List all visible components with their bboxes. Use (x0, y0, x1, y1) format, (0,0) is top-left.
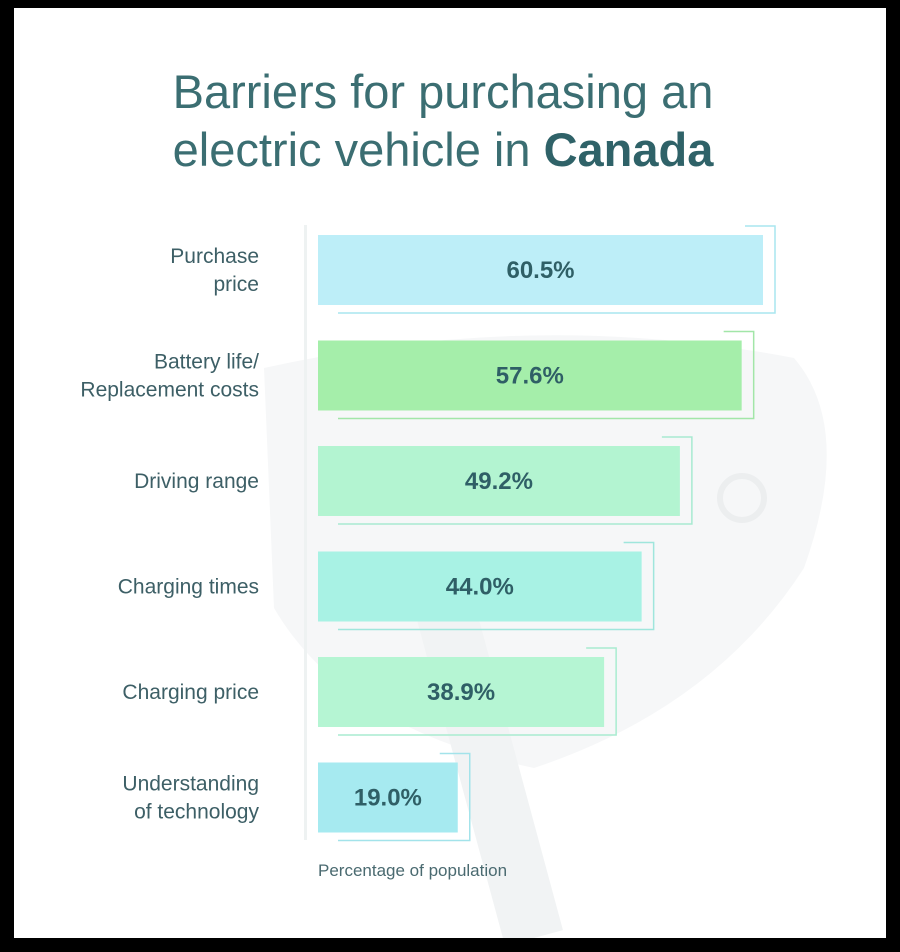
category-label: Understanding (122, 773, 259, 796)
title-line-2-prefix: electric vehicle in (172, 123, 544, 176)
category-label: Battery life/ (154, 351, 259, 374)
x-axis-label: Percentage of population (318, 861, 508, 880)
bar (318, 446, 680, 516)
bar-value-label: 49.2% (465, 468, 533, 495)
bar (318, 551, 642, 622)
bar-value-label: 44.0% (446, 574, 514, 601)
title-country: Canada (543, 123, 714, 176)
category-label: Charging price (122, 681, 259, 704)
bar-accent-outline (338, 225, 776, 314)
bar-value-label: 57.6% (496, 363, 564, 390)
bar (318, 340, 742, 411)
bar (318, 657, 605, 727)
bar-value-label: 38.9% (427, 679, 495, 706)
y-axis-line (304, 225, 307, 840)
bar-accent-outline (338, 752, 471, 842)
category-label: Charging times (118, 576, 259, 599)
bar-accent-outline (338, 330, 755, 420)
category-label: of technology (134, 801, 259, 824)
bar (318, 762, 458, 833)
category-label: Purchase (170, 245, 259, 268)
category-label: Replacement costs (80, 379, 259, 402)
chart-title: Barriers for purchasing an electric vehi… (14, 63, 886, 179)
category-label: price (213, 273, 259, 296)
bar (318, 235, 763, 305)
bar-accent-outline (338, 436, 693, 525)
title-line-1: Barriers for purchasing an (172, 65, 714, 118)
category-label: Driving range (134, 470, 259, 493)
bar-accent-outline (338, 647, 617, 736)
bar-accent-outline (338, 541, 655, 631)
title-line-2: electric vehicle in Canada (14, 121, 886, 179)
bar-value-label: 19.0% (354, 785, 422, 812)
bar-value-label: 60.5% (506, 257, 574, 284)
